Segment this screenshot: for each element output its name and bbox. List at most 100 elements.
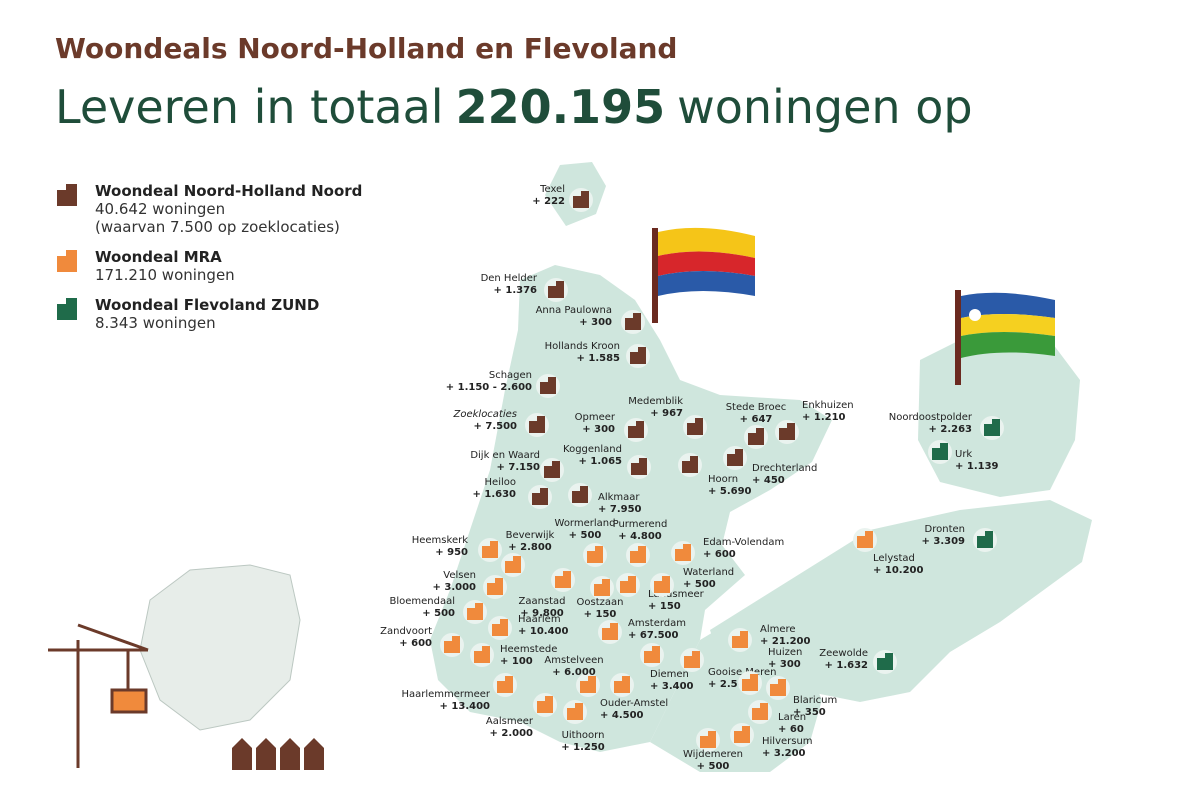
icon [723, 446, 747, 470]
icon [563, 700, 587, 724]
place-name: Koggenland [563, 444, 622, 455]
place-value: + 647 [740, 414, 773, 425]
title: Woondeals Noord-Holland en Flevoland [55, 32, 678, 65]
place-value: + 1.376 [494, 285, 538, 296]
place-name: Dronten [925, 524, 965, 535]
legend-line: 171.210 woningen [95, 266, 235, 284]
flag-noord-holland [652, 227, 755, 323]
place-name: Noordoostpolder [889, 412, 973, 423]
icon [621, 310, 645, 334]
place-value: + 150 [584, 609, 617, 620]
icon [928, 440, 952, 464]
place-name: Wijdemeren [683, 749, 743, 760]
icon [493, 673, 517, 697]
place-value: + 150 [648, 601, 681, 612]
icon [640, 643, 664, 667]
place-value: + 21.200 [760, 636, 810, 647]
legend: Woondeal Noord-Holland Noord 40.642 wonin… [55, 182, 362, 344]
place-value: + 500 [422, 608, 455, 619]
place-name: Alkmaar [598, 492, 640, 503]
icon [528, 485, 552, 509]
icon [540, 458, 564, 482]
icon [683, 415, 707, 439]
place-value: + 600 [703, 549, 736, 560]
icon [440, 633, 464, 657]
place-name: Beverwijk [506, 530, 555, 541]
legend-icon [57, 250, 77, 272]
place-name: Diemen [650, 669, 689, 680]
legend-text: Woondeal Flevoland ZUND 8.343 woningen [95, 296, 319, 332]
place-value: + 10.400 [518, 626, 568, 637]
place-value: + 1.150 - 2.600 [446, 382, 532, 393]
icon [551, 568, 575, 592]
place-name: Amstelveen [544, 655, 603, 666]
place-value: + 1.632 [825, 660, 869, 671]
legend-text: Woondeal Noord-Holland Noord 40.642 wonin… [95, 182, 362, 236]
icon [766, 676, 790, 700]
place-value: + 4.800 [618, 531, 662, 542]
place-name: Landsmeer [648, 589, 705, 600]
place-name: Schagen [489, 370, 532, 381]
place-name: Opmeer [575, 412, 616, 423]
icon [478, 538, 502, 562]
place-name: Lelystad [873, 553, 915, 564]
place-value: + 3.309 [922, 536, 966, 547]
icon [671, 541, 695, 565]
place-value: + 3.200 [762, 748, 806, 759]
icon [569, 188, 593, 212]
place-name: Texel [539, 184, 565, 195]
subtitle-total: 220.195 [455, 80, 666, 134]
place-name: Aalsmeer [486, 716, 534, 727]
place-value: + 500 [697, 761, 730, 772]
houses [232, 738, 324, 770]
place-value: + 7.950 [598, 504, 642, 515]
place-value: + 500 [569, 530, 602, 541]
flag-flevoland [955, 290, 1055, 385]
place-value: + 13.400 [440, 701, 490, 712]
icon [873, 650, 897, 674]
place-value: + 4.500 [600, 710, 644, 721]
place-value: + 967 [650, 408, 683, 419]
icon [501, 553, 525, 577]
place-value: + 5.690 [708, 486, 752, 497]
place-value: + 100 [500, 656, 533, 667]
legend-item: Woondeal Flevoland ZUND 8.343 woningen [55, 296, 362, 332]
icon [536, 374, 560, 398]
place-value: + 950 [435, 547, 468, 558]
place-value: + 3.400 [650, 681, 694, 692]
icon [626, 344, 650, 368]
place-name: Zaanstad [518, 596, 565, 607]
place-value: + 10.200 [873, 565, 923, 576]
legend-line: (waarvan 7.500 op zoeklocaties) [95, 218, 340, 236]
place-value: + 350 [793, 707, 826, 718]
icon [590, 576, 614, 600]
place-value: + 6.000 [552, 667, 596, 678]
place-name: Urk [955, 449, 972, 460]
place-name: Medemblik [628, 396, 683, 407]
icon [650, 573, 674, 597]
place-name: Heemskerk [412, 535, 468, 546]
place-name: Zoeklocaties [453, 409, 518, 420]
flevoland [710, 500, 1092, 702]
crane [48, 623, 149, 768]
icon [483, 575, 507, 599]
legend-title: Woondeal Flevoland ZUND [95, 296, 320, 314]
icon [678, 453, 702, 477]
icon [696, 728, 720, 752]
place-name: Heemstede [500, 644, 557, 655]
icon [624, 418, 648, 442]
place-value: + 2.500 [708, 679, 752, 690]
place-name: Uithoorn [562, 730, 605, 741]
place-name: Dijk en Waard [470, 450, 540, 461]
place-name: Den Helder [481, 273, 538, 284]
subtitle-start: Leveren in totaal [55, 80, 444, 134]
legend-text: Woondeal MRA 171.210 woningen [95, 248, 235, 284]
mini-map [139, 564, 301, 731]
noord-holland [430, 265, 832, 752]
place-name: Haarlem [518, 614, 561, 625]
place-name: Hoorn [708, 474, 738, 485]
place-value: + 300 [582, 424, 615, 435]
place-value: + 450 [752, 475, 785, 486]
place-value: + 3.000 [433, 582, 477, 593]
icon [853, 528, 877, 552]
